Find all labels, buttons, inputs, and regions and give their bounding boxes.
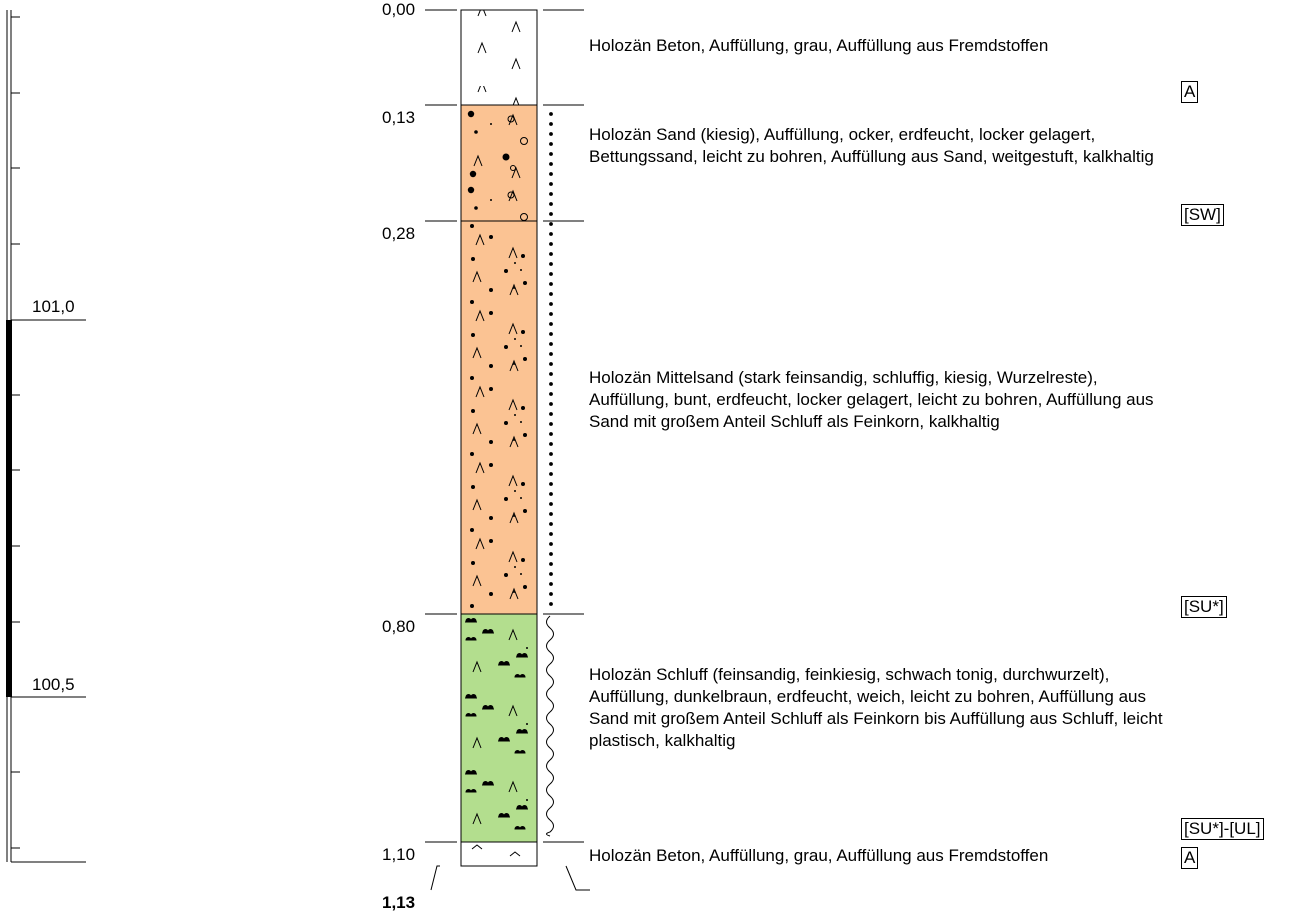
sand-dot (549, 212, 553, 216)
sand-dot (549, 192, 553, 196)
sand-dot (549, 262, 553, 266)
sand-dot (549, 172, 553, 176)
sand-dot (549, 332, 553, 336)
sand-dot (549, 152, 553, 156)
sand-dot (549, 382, 553, 386)
description-tick-final (565, 865, 590, 891)
sand-dot (549, 312, 553, 316)
depth-label: 0,13 (382, 108, 416, 127)
final-depth-label: 1,13 (382, 893, 416, 912)
ruler-elevation-bar (6, 320, 12, 697)
sand-dot (549, 552, 553, 556)
sand-dot (549, 122, 553, 126)
soil-code: A (1181, 81, 1199, 103)
sand-dot (549, 342, 553, 346)
soil-code: [SU*]-[UL] (1181, 818, 1264, 840)
layer-description: Holozän Beton, Auffüllung, grau, Auffüll… (589, 846, 1049, 865)
sand-dot (549, 542, 553, 546)
depth-ticks (425, 9, 457, 891)
sand-dot (549, 462, 553, 466)
ruler-ticks (11, 16, 86, 863)
ruler-label: 100,5 (32, 675, 75, 694)
sand-dot (549, 442, 553, 446)
layer-description: Holozän Mittelsand (stark feinsandig, sc… (589, 368, 1154, 431)
sand-dot (549, 402, 553, 406)
sand-dot (549, 472, 553, 476)
description-ticks (543, 9, 590, 891)
sand-dot (549, 242, 553, 246)
sand-dot (549, 282, 553, 286)
soil-code: [SW] (1181, 204, 1224, 226)
sand-dot (549, 132, 553, 136)
sand-dot (549, 412, 553, 416)
depth-label: 1,10 (382, 845, 416, 864)
sand-dot (549, 592, 553, 596)
sand-dot (549, 452, 553, 456)
sand-dot (549, 222, 553, 226)
sand-dot (549, 142, 553, 146)
layer-rect-1 (460, 9, 538, 106)
sand-dot (549, 512, 553, 516)
sand-dot (549, 532, 553, 536)
sand-dot (549, 162, 553, 166)
sand-dot (549, 432, 553, 436)
sand-dot (549, 482, 553, 486)
sand-dot (549, 422, 553, 426)
sand-dot (549, 492, 553, 496)
layer-rect-5 (460, 841, 538, 867)
sand-dot (549, 572, 553, 576)
sand-dot (549, 272, 553, 276)
sand-dot (549, 292, 553, 296)
layer-rect-3-texture (461, 221, 537, 614)
sand-dot (549, 522, 553, 526)
sand-dot-column (549, 112, 553, 606)
sand-dot (549, 582, 553, 586)
sand-dot (549, 232, 553, 236)
layer-description: Holozän Sand (kiesig), Auffüllung, ocker… (589, 125, 1154, 166)
sand-dot (549, 112, 553, 116)
layer-rect-2-texture (461, 105, 537, 221)
depth-label: 0,00 (382, 0, 416, 19)
sand-dot (549, 602, 553, 606)
sand-dot (549, 182, 553, 186)
layer-description: Holozän Schluff (feinsandig, feinkiesig,… (589, 665, 1163, 750)
layer-description: Holozän Beton, Auffüllung, grau, Auffüll… (589, 36, 1049, 55)
sand-dot (549, 372, 553, 376)
depth-label: 0,28 (382, 224, 416, 243)
layer-rect-4-texture (461, 614, 537, 842)
sand-dot (549, 502, 553, 506)
sand-dot (549, 322, 553, 326)
depth-tick-final (430, 865, 440, 891)
soil-code: A (1181, 847, 1199, 869)
sand-dot (549, 362, 553, 366)
elevation-ruler (6, 10, 86, 863)
sand-dot (549, 302, 553, 306)
sand-dot (549, 352, 553, 356)
depth-label: 0,80 (382, 617, 416, 636)
soil-code: [SU*] (1181, 596, 1227, 618)
sand-dot (549, 392, 553, 396)
ruler-label: 101,0 (32, 297, 75, 316)
layer-column (460, 9, 538, 867)
sand-dot (549, 252, 553, 256)
silt-wavy-line (546, 615, 554, 837)
sand-dot (549, 202, 553, 206)
sand-dot (549, 562, 553, 566)
